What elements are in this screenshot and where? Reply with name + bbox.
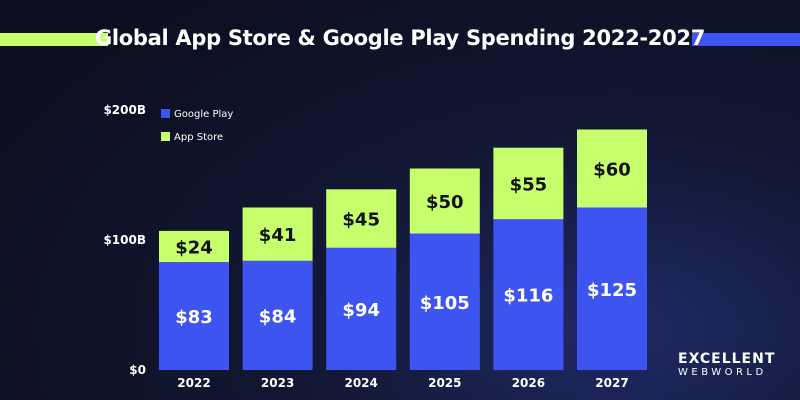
x-tick-label: 2027: [595, 376, 628, 390]
bar-segment: [409, 168, 480, 234]
chart-title: Global App Store & Google Play Spending …: [94, 26, 706, 50]
y-tick-label: $200B: [103, 103, 146, 117]
bar-segment: [493, 219, 564, 370]
data-label: $55: [510, 174, 548, 195]
bar-segment: [577, 129, 647, 208]
x-tick-label: 2023: [261, 376, 294, 390]
data-label: $94: [342, 300, 380, 321]
data-label: $84: [259, 306, 297, 327]
data-label: $24: [175, 238, 213, 259]
logo-line1: EXCELLENT: [678, 351, 776, 367]
bar-segment: [326, 189, 397, 248]
brand-logo: EXCELLENT WEBWORLD: [678, 352, 775, 379]
y-tick-label: $0: [129, 363, 146, 377]
data-label: $105: [420, 293, 470, 314]
data-label: $125: [587, 280, 637, 301]
bar-segment: [326, 247, 397, 370]
bar-segment: [159, 262, 229, 370]
bar-segment: [409, 233, 480, 370]
legend-swatch: [161, 109, 170, 118]
bar-segment: [159, 230, 229, 263]
x-tick-label: 2025: [428, 376, 461, 390]
data-label: $50: [426, 192, 464, 213]
x-tick-label: 2024: [344, 376, 377, 390]
bar-segment: [493, 147, 564, 220]
bar-segment: [242, 207, 313, 261]
x-tick-label: 2026: [512, 376, 545, 390]
accent-bar-right: [692, 33, 800, 46]
accent-bar-left: [0, 33, 108, 46]
bar-segment: [242, 260, 313, 370]
logo-line2: WEBWORLD: [678, 367, 767, 378]
legend-swatch: [161, 132, 170, 141]
data-label: $45: [342, 210, 380, 231]
legend-label: Google Play: [174, 109, 233, 120]
bar-segment: [577, 207, 647, 370]
data-label: $83: [175, 307, 213, 328]
legend-label: App Store: [174, 132, 223, 143]
y-tick-label: $100B: [103, 233, 146, 247]
data-label: $116: [503, 286, 553, 307]
data-label: $60: [593, 160, 631, 181]
x-tick-label: 2022: [177, 376, 210, 390]
data-label: $41: [259, 225, 297, 246]
